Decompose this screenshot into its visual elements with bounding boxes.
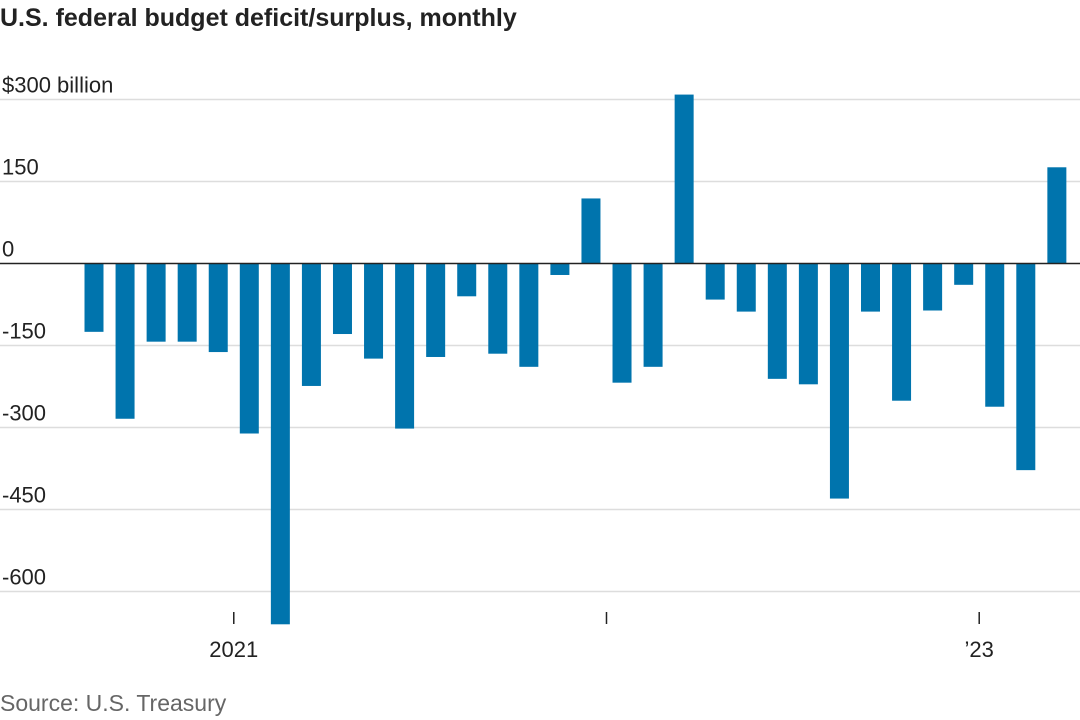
x-tick-label: 2021: [209, 637, 258, 662]
bar: [705, 263, 725, 300]
bar: [239, 263, 259, 434]
bar: [581, 198, 601, 264]
y-tick-label: -450: [2, 483, 46, 508]
bar: [612, 263, 632, 383]
y-tick-label: -150: [2, 319, 46, 344]
y-tick-label: $300 billion: [2, 73, 113, 98]
bar: [84, 263, 104, 332]
tick-labels: $300 billion 150 0 -150 -300 -450 -600 2021 ’23: [2, 73, 994, 663]
x-tick-label: ’23: [965, 637, 994, 662]
bar: [954, 263, 974, 285]
bar: [426, 263, 446, 357]
source-note: Source: U.S. Treasury: [0, 690, 227, 716]
bar: [1016, 263, 1036, 471]
bar: [861, 263, 880, 312]
bar: [674, 94, 694, 264]
bar: [798, 263, 818, 385]
bar: [1047, 167, 1067, 264]
bar: [829, 263, 849, 499]
bar: [146, 263, 166, 342]
bar: [488, 263, 508, 354]
bar: [457, 263, 477, 297]
bar: [736, 263, 756, 312]
bar: [395, 263, 415, 429]
bar: [177, 263, 197, 342]
y-tick-label: -600: [2, 565, 46, 590]
bar: [301, 263, 321, 386]
bar: [923, 263, 943, 311]
axes: [0, 262, 1080, 624]
bar: [643, 263, 663, 367]
bar: [767, 263, 787, 379]
chart-title: U.S. federal budget deficit/surplus, mon…: [0, 4, 517, 32]
y-tick-label: 150: [2, 155, 39, 180]
bar: [364, 263, 384, 359]
bar: [519, 263, 539, 367]
bar: [208, 263, 228, 353]
gridlines: [0, 98, 1080, 593]
bar: [332, 263, 352, 335]
bar: [892, 263, 912, 401]
bars: [84, 94, 1067, 625]
y-tick-label: -300: [2, 401, 46, 426]
bar: [550, 263, 570, 275]
bar: [985, 263, 1005, 407]
bar: [115, 263, 135, 419]
y-tick-label: 0: [2, 237, 14, 262]
bar: [270, 263, 290, 625]
